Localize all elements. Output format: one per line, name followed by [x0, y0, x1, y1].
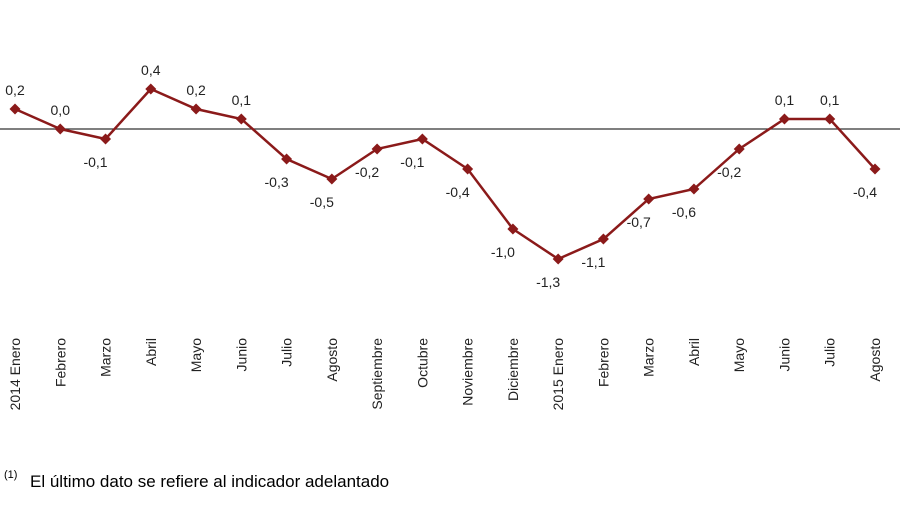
- x-tick-label: Marzo: [98, 338, 114, 377]
- marker: [869, 163, 881, 175]
- value-label: -0,1: [83, 154, 107, 170]
- x-tick-label: Julio: [822, 338, 838, 367]
- x-tick-label: Mayo: [731, 338, 747, 372]
- marker: [597, 233, 609, 245]
- value-label: -0,2: [717, 164, 741, 180]
- x-tick-label: Diciembre: [505, 338, 521, 401]
- x-tick-label: 2015 Enero: [550, 338, 566, 411]
- x-tick-label: Julio: [279, 338, 295, 367]
- x-tick-label: Octubre: [414, 338, 430, 388]
- note: El último dato se refiere al indicador a…: [30, 472, 389, 491]
- value-label: -0,4: [853, 184, 877, 200]
- line: [14, 87, 876, 261]
- marker: [507, 223, 519, 235]
- value-label: -1,3: [536, 274, 560, 290]
- note-marker: (1): [4, 469, 17, 481]
- x-tick-label: Agosto: [867, 338, 883, 382]
- marker: [145, 83, 157, 95]
- value-label: 0,0: [51, 102, 71, 118]
- value-label: -1,1: [581, 254, 605, 270]
- value-label: 0,2: [186, 82, 206, 98]
- marker: [371, 143, 383, 155]
- x-tick-label: Noviembre: [460, 338, 476, 406]
- value-label: 0,2: [5, 82, 25, 98]
- value-label: -0,6: [672, 204, 696, 220]
- marker: [416, 133, 428, 145]
- x-tick-label: Septiembre: [369, 338, 385, 410]
- marker: [643, 193, 655, 205]
- marker: [235, 113, 247, 125]
- value-label: -1,0: [491, 244, 515, 260]
- marker: [54, 123, 66, 135]
- x-tick-label: Febrero: [595, 338, 611, 387]
- marker: [688, 183, 700, 195]
- marker: [326, 173, 338, 185]
- value-label: -0,4: [446, 184, 470, 200]
- marker: [190, 103, 202, 115]
- marker: [9, 103, 21, 115]
- marker: [824, 113, 836, 125]
- value-label: -0,2: [355, 164, 379, 180]
- value-label: 0,1: [775, 92, 795, 108]
- marker: [462, 163, 474, 175]
- x-tick-label: Febrero: [52, 338, 68, 387]
- value-label: -0,3: [265, 174, 289, 190]
- value-label: -0,7: [627, 214, 651, 230]
- x-tick-label: Junio: [233, 338, 249, 372]
- marker: [778, 113, 790, 125]
- marker: [100, 133, 112, 145]
- x-tick-label: Marzo: [641, 338, 657, 377]
- x-tick-label: Junio: [776, 338, 792, 372]
- value-label: 0,1: [820, 92, 840, 108]
- x-tick-label: 2014 Enero: [7, 338, 23, 411]
- value-label: 0,1: [232, 92, 252, 108]
- value-label: 0,4: [141, 62, 161, 78]
- marker: [552, 253, 564, 265]
- x-tick-label: Abril: [686, 338, 702, 366]
- value-label: -0,5: [310, 194, 334, 210]
- x-tick-label: Abril: [143, 338, 159, 366]
- x-tick-label: Mayo: [188, 338, 204, 372]
- x-tick-label: Agosto: [324, 338, 340, 382]
- marker: [281, 153, 293, 165]
- marker: [733, 143, 745, 155]
- value-label: -0,1: [400, 154, 424, 170]
